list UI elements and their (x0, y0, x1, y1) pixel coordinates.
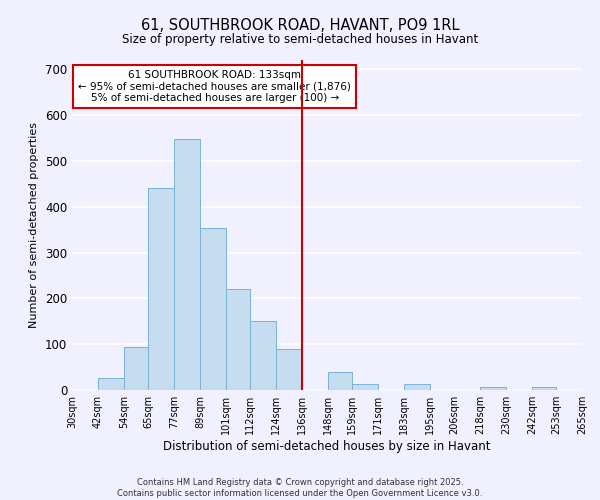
X-axis label: Distribution of semi-detached houses by size in Havant: Distribution of semi-detached houses by … (163, 440, 491, 453)
Bar (532, 387, 556, 390)
Text: 61 SOUTHBROOK ROAD: 133sqm
← 95% of semi-detached houses are smaller (1,876)
5% : 61 SOUTHBROOK ROAD: 133sqm ← 95% of semi… (79, 70, 351, 103)
Bar (148, 188, 174, 390)
Bar (226, 289, 250, 390)
Y-axis label: Number of semi-detached properties: Number of semi-detached properties (29, 122, 40, 328)
Bar (98, 378, 124, 390)
Bar (404, 384, 430, 390)
Text: Contains HM Land Registry data © Crown copyright and database right 2025.
Contai: Contains HM Land Registry data © Crown c… (118, 478, 482, 498)
Bar (200, 228, 226, 390)
Bar (352, 384, 378, 390)
Bar (328, 372, 352, 390)
Bar (250, 322, 276, 390)
Bar (174, 140, 200, 390)
Text: Size of property relative to semi-detached houses in Havant: Size of property relative to semi-detach… (122, 32, 478, 46)
Bar (276, 349, 302, 390)
Bar (480, 387, 506, 390)
Text: 61, SOUTHBROOK ROAD, HAVANT, PO9 1RL: 61, SOUTHBROOK ROAD, HAVANT, PO9 1RL (141, 18, 459, 32)
Bar (124, 348, 148, 390)
